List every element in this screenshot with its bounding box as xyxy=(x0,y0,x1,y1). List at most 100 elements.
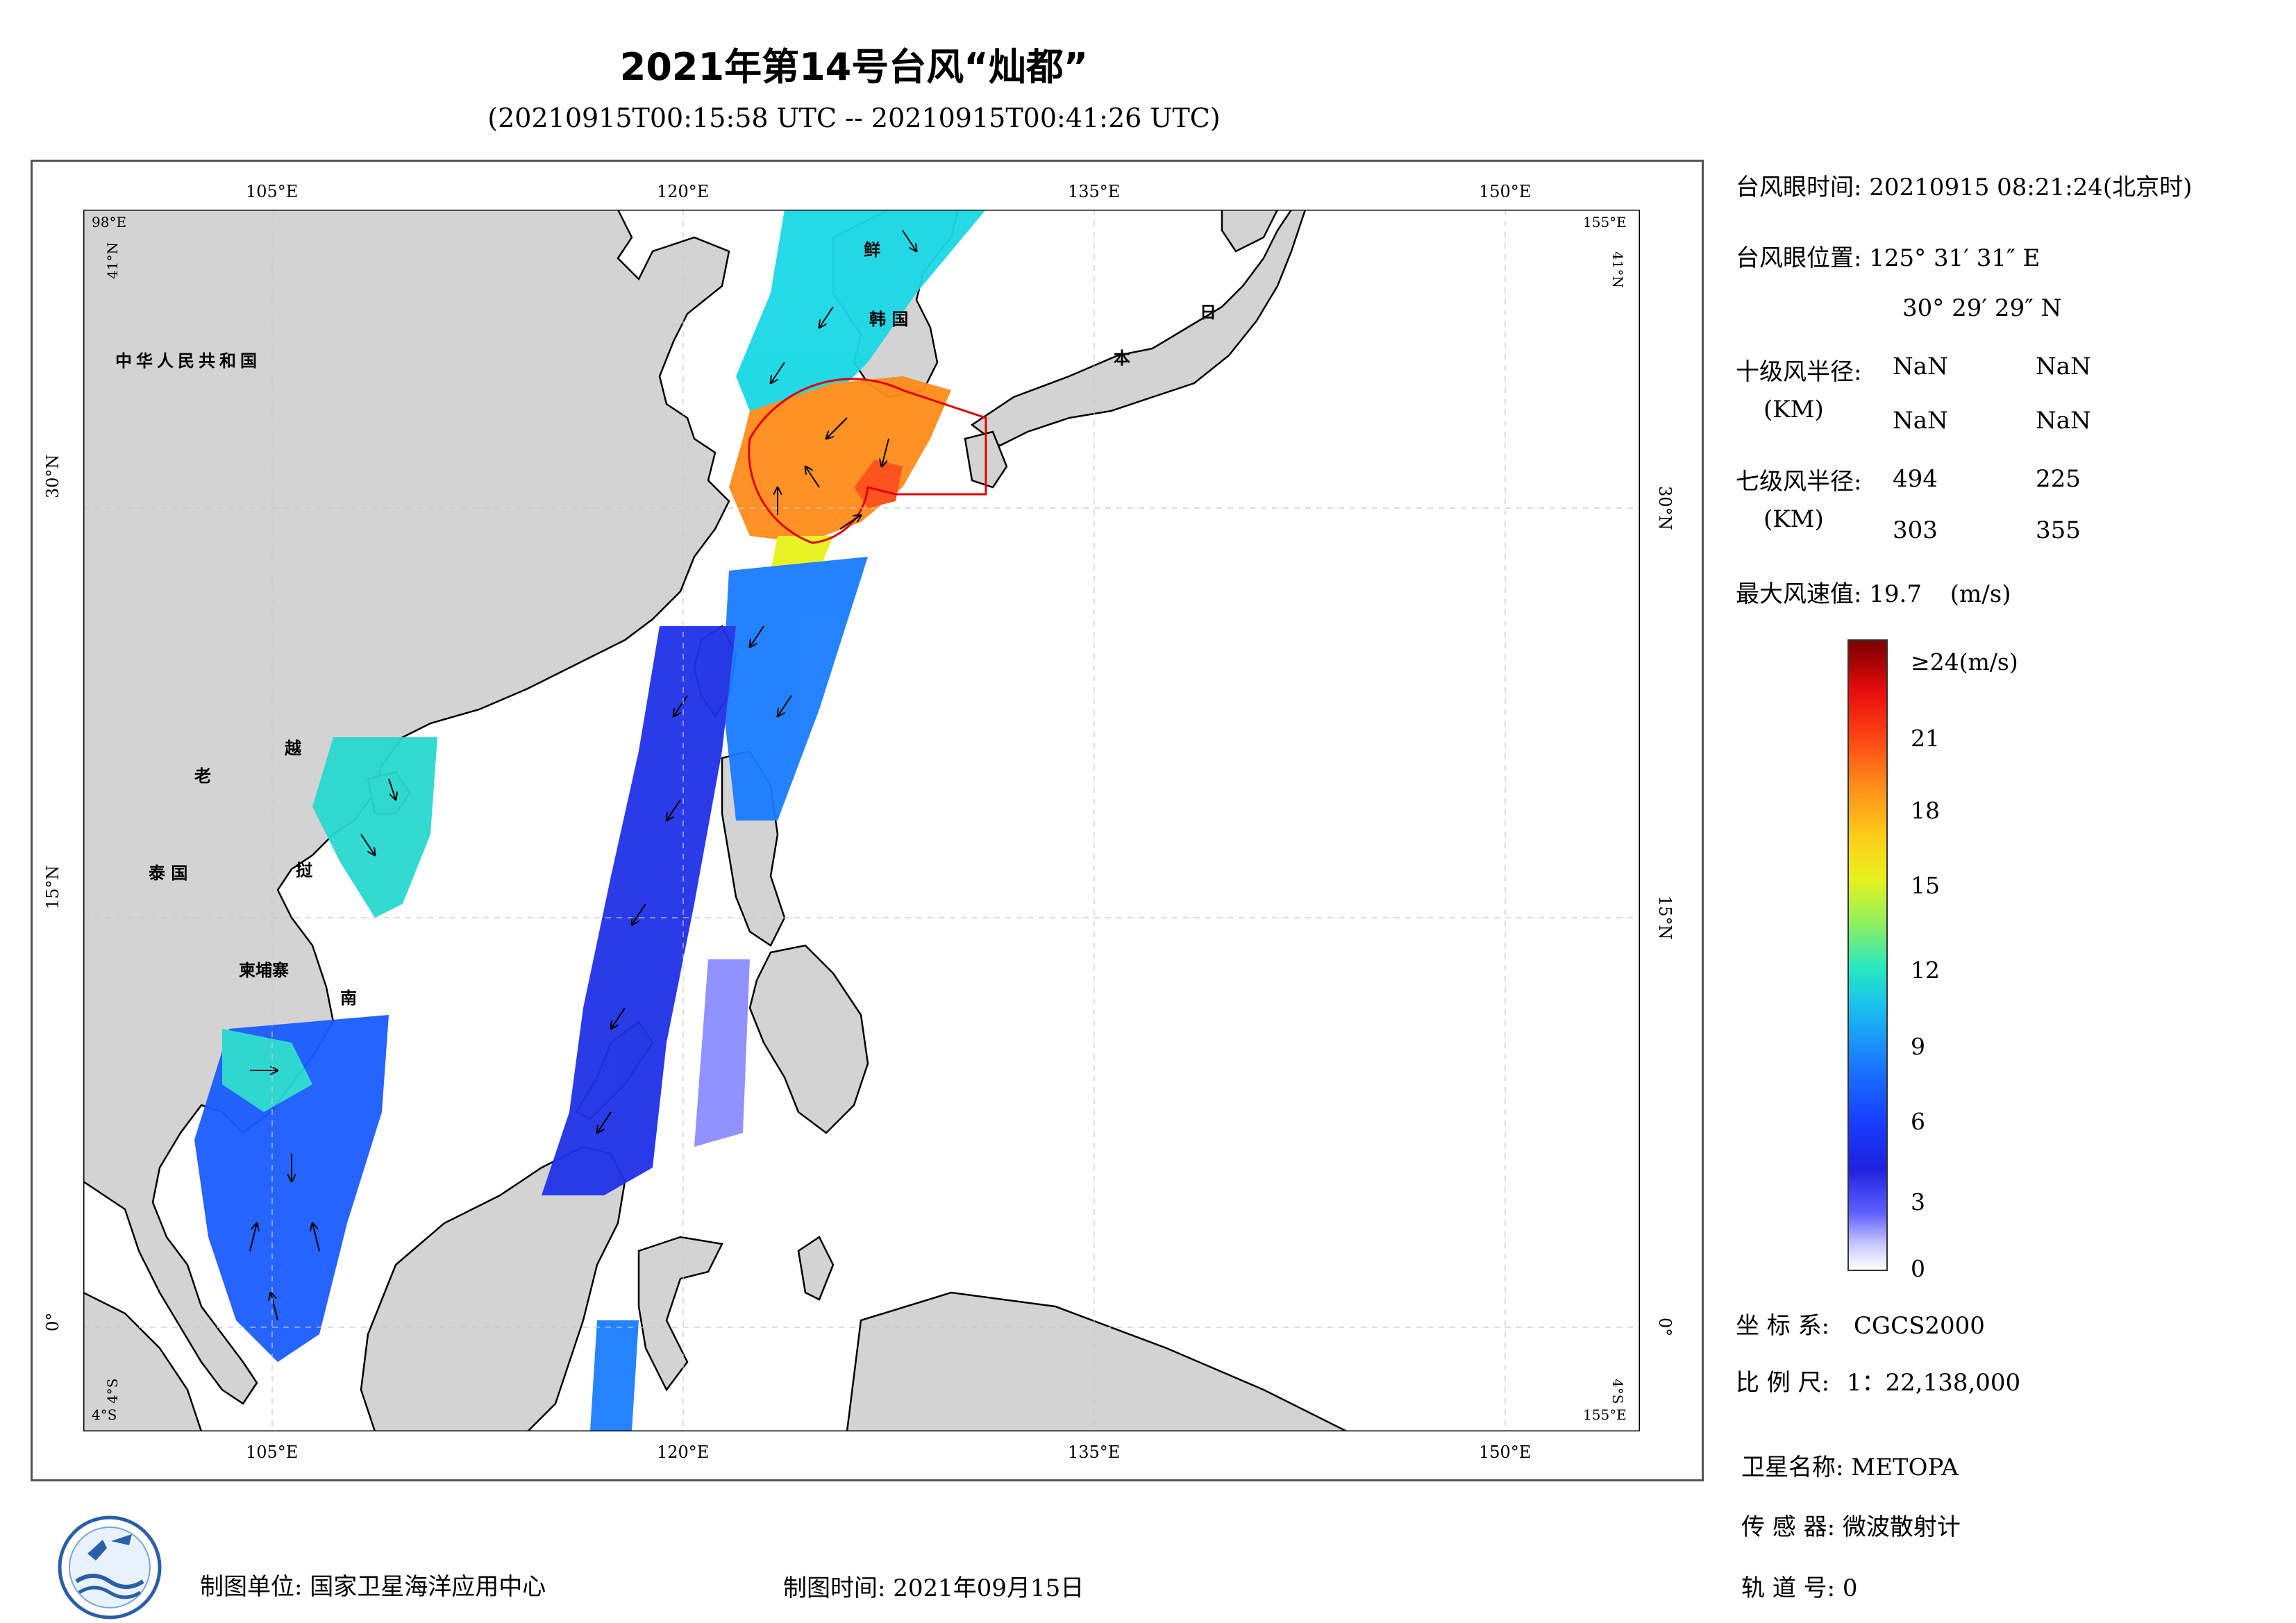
lon-tick-top-135: 135°E xyxy=(1068,182,1121,201)
japan-honshu xyxy=(970,210,1307,447)
eye-pos-lat: 30° 29′ 29″ N xyxy=(1902,294,2062,322)
r7-unit: (KM) xyxy=(1763,505,1824,533)
lat-tick-left-15: 15°N xyxy=(43,865,62,909)
colorbar-tick-6: 6 xyxy=(1911,1108,1925,1135)
lat-tick-right-15: 15°N xyxy=(1655,895,1675,940)
sensor-row: 传 感 器: 微波散射计 xyxy=(1741,1508,1961,1542)
laos-label: 老 xyxy=(194,766,211,786)
sulawesi xyxy=(637,1236,723,1392)
corner-top-left-lon: 98°E xyxy=(92,214,127,230)
lon-tick-bottom-150: 150°E xyxy=(1479,1443,1532,1462)
china-label: 中华人民共和国 xyxy=(115,351,261,371)
scale-value: 1：22,138,000 xyxy=(1846,1369,2021,1397)
scale-row: 比 例 尺: 1：22,138,000 xyxy=(1736,1363,2020,1397)
crs-value: CGCS2000 xyxy=(1853,1312,1985,1340)
corner-bottom-right-lat: 4°S xyxy=(1609,1379,1626,1404)
borneo xyxy=(360,1145,626,1431)
colorbar-tick-0: 0 xyxy=(1911,1255,1925,1282)
japan-label-2: 本 xyxy=(1114,348,1130,368)
lon-tick-top-120: 120°E xyxy=(657,182,710,201)
colorbar-tick-3: 3 xyxy=(1911,1188,1925,1216)
lat-tick-right-30: 30°N xyxy=(1655,486,1675,530)
corner-bottom-right-lon: 155°E xyxy=(1583,1406,1627,1423)
colorbar-tick-18: 18 xyxy=(1911,797,1940,824)
eye-time-label: 台风眼时间: xyxy=(1736,174,1862,201)
lon-tick-top-105: 105°E xyxy=(246,182,299,201)
japan-hokkaido xyxy=(1221,210,1279,253)
colorbar-tick-12: 12 xyxy=(1911,957,1940,984)
swath-east-strip xyxy=(722,557,868,821)
wind-arrows xyxy=(249,230,916,1321)
map-date: 制图时间: 2021年09月15日 xyxy=(783,1574,1084,1602)
eye-time: 台风眼时间: 20210915 08:21:24(北京时) xyxy=(1736,168,2192,202)
r10-value-sw: NaN xyxy=(1893,407,1948,435)
r7-value-nw: 355 xyxy=(2036,516,2081,544)
crs-row: 坐 标 系: CGCS2000 xyxy=(1736,1306,1985,1340)
swath-vietnam xyxy=(312,737,437,918)
typhoon-radius-outline xyxy=(748,378,987,544)
max-wind-unit: (m/s) xyxy=(1950,580,2011,608)
philippines-south xyxy=(748,944,869,1134)
r7-label: 七级风半径: xyxy=(1736,468,1862,496)
corner-bottom-left-lon: 4°S xyxy=(92,1406,117,1423)
lat-tick-left-0: 0° xyxy=(43,1312,62,1331)
max-wind-value: 19.7 xyxy=(1869,580,1922,608)
sumatra xyxy=(83,1291,203,1431)
korea-label: 鲜 xyxy=(864,240,880,260)
corner-top-right-lat: 41°N xyxy=(1609,251,1626,288)
corner-top-right-lon: 155°E xyxy=(1583,214,1627,230)
eye-position: 台风眼位置: 125° 31′ 31″ E xyxy=(1736,239,2040,273)
nsoas-logo-icon xyxy=(58,1515,162,1620)
eye-time-value: 20210915 08:21:24(北京时) xyxy=(1869,174,2193,201)
max-wind: 最大风速值: 19.7 (m/s) xyxy=(1736,575,2011,609)
colorbar-tick-24: ≥24(m/s) xyxy=(1911,648,2018,675)
map-title: 2021年第14号台风“灿都” xyxy=(619,45,1089,89)
r7-value-se: 225 xyxy=(2036,465,2081,493)
satellite-value: METOPA xyxy=(1851,1454,1959,1481)
map-frame xyxy=(31,160,1704,1481)
lon-tick-bottom-105: 105°E xyxy=(246,1443,299,1462)
thailand-label: 泰 国 xyxy=(149,864,188,883)
south-korea-label: 韩 国 xyxy=(869,310,909,329)
map-producer: 制图单位: 国家卫星海洋应用中心 xyxy=(200,1573,546,1601)
swath-west-strip xyxy=(542,626,736,1195)
r10-value-se: NaN xyxy=(2036,353,2091,380)
swath-south-small xyxy=(590,1320,639,1431)
corner-top-left-lat: 41°N xyxy=(104,242,121,279)
lon-tick-bottom-135: 135°E xyxy=(1068,1443,1121,1462)
swath-malaysia xyxy=(194,1015,389,1362)
max-wind-label: 最大风速值: xyxy=(1736,580,1862,608)
r10-unit: (KM) xyxy=(1763,396,1824,423)
wind-field-map xyxy=(83,210,1640,1431)
colorbar-tick-15: 15 xyxy=(1911,872,1940,899)
orbit-value: 0 xyxy=(1842,1574,1858,1602)
swath-typhoon xyxy=(729,376,951,543)
halmahera xyxy=(797,1236,835,1301)
sensor-value: 微波散射计 xyxy=(1842,1513,1961,1541)
corner-bottom-left-lat: 4°S xyxy=(104,1378,121,1404)
scale-label: 比 例 尺: xyxy=(1736,1369,1830,1397)
eye-pos-label: 台风眼位置: xyxy=(1736,244,1862,272)
swath-west-strip-light xyxy=(694,959,750,1147)
lon-tick-bottom-120: 120°E xyxy=(657,1443,710,1462)
r7-value-ne: 494 xyxy=(1893,465,1938,493)
lat-tick-left-30: 30°N xyxy=(43,454,62,498)
vietnam-label-1: 越 xyxy=(285,739,301,758)
r10-value-ne: NaN xyxy=(1893,353,1948,380)
satellite-label: 卫星名称: xyxy=(1741,1454,1844,1481)
colorbar-tick-9: 9 xyxy=(1911,1033,1925,1060)
map-subtitle: (20210915T00:15:58 UTC -- 20210915T00:41… xyxy=(487,103,1221,133)
colorbar-tick-21: 21 xyxy=(1911,725,1940,752)
r7-value-sw: 303 xyxy=(1893,516,1938,544)
r10-label: 十级风半径: xyxy=(1736,358,1862,386)
satellite-row: 卫星名称: METOPA xyxy=(1741,1448,1959,1482)
lat-tick-right-0: 0° xyxy=(1655,1318,1675,1337)
japan-label-1: 日 xyxy=(1200,303,1216,322)
eye-pos-lon: 125° 31′ 31″ E xyxy=(1869,244,2041,272)
r10-value-nw: NaN xyxy=(2036,407,2091,435)
graticule xyxy=(83,210,1640,1431)
crs-label: 坐 标 系: xyxy=(1736,1312,1830,1340)
orbit-row: 轨 道 号: 0 xyxy=(1741,1569,1858,1603)
cambodia-label: 柬埔寨 xyxy=(239,961,289,980)
orbit-label: 轨 道 号: xyxy=(1741,1574,1836,1602)
